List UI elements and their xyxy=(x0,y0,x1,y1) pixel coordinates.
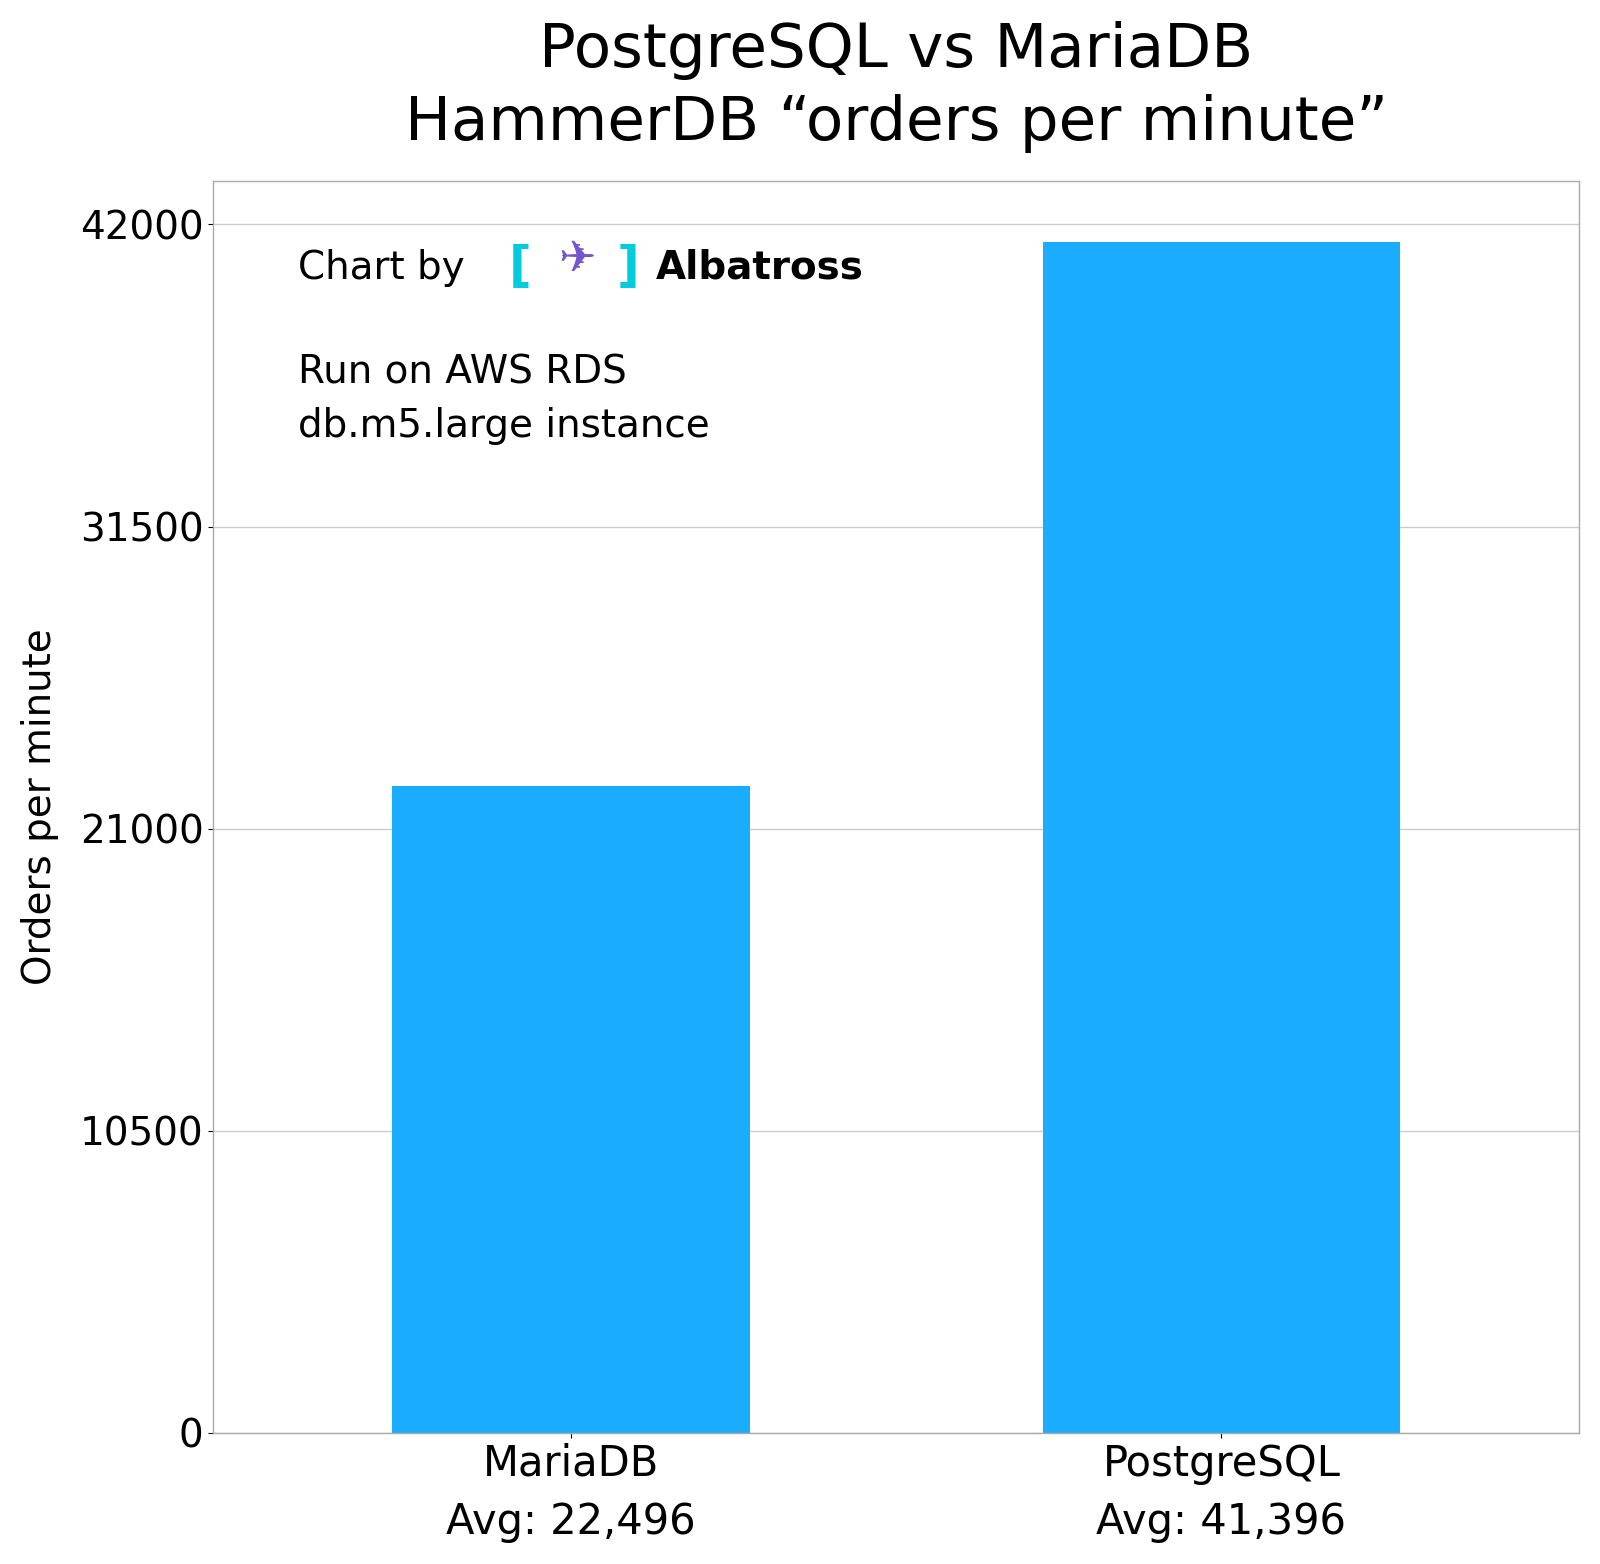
Text: Albatross: Albatross xyxy=(656,249,864,286)
Text: ✈: ✈ xyxy=(558,238,595,280)
Text: ]: ] xyxy=(616,244,640,291)
Y-axis label: Orders per minute: Orders per minute xyxy=(21,629,59,985)
Text: [: [ xyxy=(509,244,533,291)
Title: PostgreSQL vs MariaDB
HammerDB “orders per minute”: PostgreSQL vs MariaDB HammerDB “orders p… xyxy=(405,20,1387,153)
Text: Chart by: Chart by xyxy=(298,249,464,286)
Text: Run on AWS RDS
db.m5.large instance: Run on AWS RDS db.m5.large instance xyxy=(298,353,709,444)
Bar xyxy=(392,785,750,1433)
Bar xyxy=(1043,242,1400,1433)
